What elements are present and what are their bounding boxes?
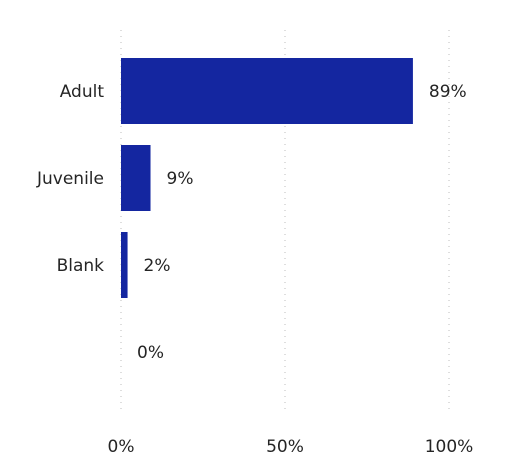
category-label: Blank [57,256,105,276]
category-label: Adult [60,82,105,102]
x-axis-ticks: 0% 50% 100% [108,437,474,457]
bar [121,58,413,124]
bar [121,145,151,211]
data-label: 9% [167,169,194,189]
data-label: 0% [137,343,164,363]
data-label: 89% [429,82,467,102]
bar [121,232,128,298]
bars [121,58,413,298]
x-tick-label: 100% [425,437,474,457]
data-labels: 89% 9% 2% 0% [137,82,467,363]
gridlines [120,30,450,412]
x-tick-label: 50% [266,437,304,457]
category-labels: Adult Juvenile Blank [36,82,104,276]
data-label: 2% [144,256,171,276]
category-label: Juvenile [36,169,104,189]
x-tick-label: 0% [108,437,135,457]
